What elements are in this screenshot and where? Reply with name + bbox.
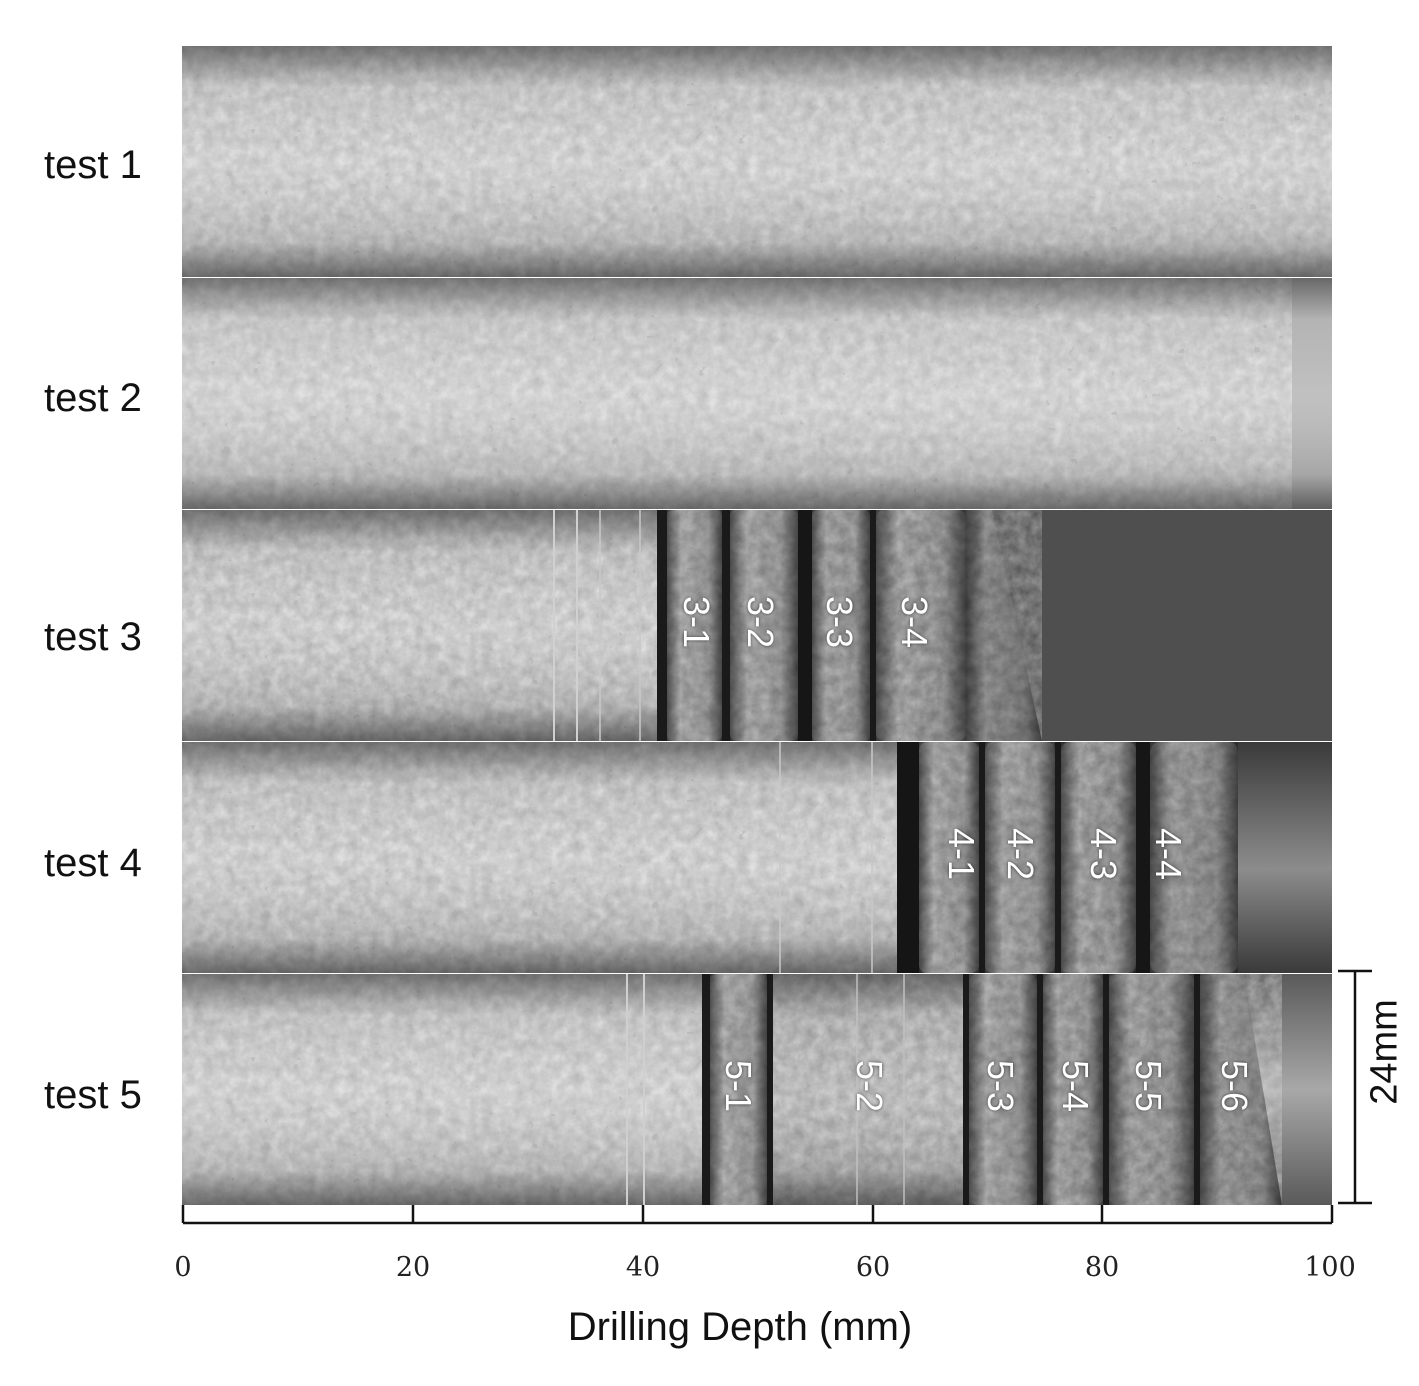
x-tick-label-0: 0 (174, 1252, 192, 1283)
row-label-test-2: test 2 (44, 376, 142, 420)
scale-bar-label: 24mm (1363, 999, 1406, 1105)
core-test-3: 3-1 3-2 3-3 3-4 (182, 510, 1332, 741)
x-axis-title: Drilling Depth (mm) (567, 1305, 913, 1349)
core-test-4: 4-1 4-2 4-3 4-4 (182, 742, 1332, 973)
row-label-test-1: test 1 (44, 143, 142, 187)
x-tick-label-20: 20 (395, 1252, 431, 1283)
core-test-2 (182, 278, 1332, 509)
x-tick-label-100: 100 (1304, 1252, 1356, 1283)
row-label-test-3: test 3 (44, 615, 142, 659)
core-test-1 (182, 46, 1332, 277)
row-label-test-4: test 4 (44, 841, 142, 885)
x-tick-label-40: 40 (625, 1252, 661, 1283)
x-tick-label-60: 60 (855, 1252, 891, 1283)
scale-bar (1338, 969, 1372, 1205)
row-label-test-5: test 5 (44, 1073, 142, 1117)
x-tick-label-80: 80 (1084, 1252, 1120, 1283)
core-test-5: 5-1 5-2 5-3 5-4 5-5 5-6 (182, 974, 1332, 1205)
x-axis-ticks (181, 1205, 1334, 1223)
